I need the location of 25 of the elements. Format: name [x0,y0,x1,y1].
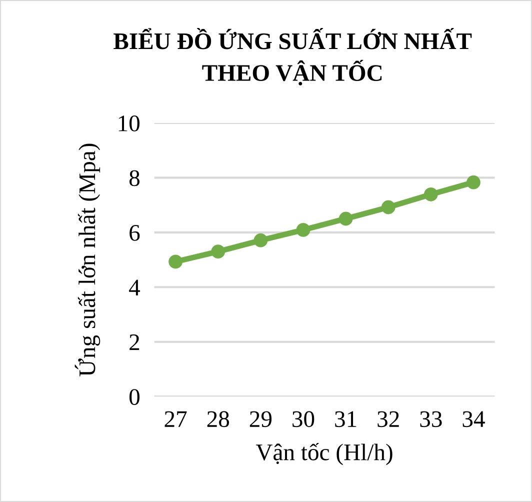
y-tick-label: 4 [129,280,140,296]
y-tick-label: 2 [130,334,140,350]
x-tick-label: 33 [420,411,442,428]
y-tick-label: 8 [129,170,140,186]
y-tick-label: 6 [130,224,140,241]
point [338,212,353,226]
x-axis-title: Vận tốc (Hl/h) [256,442,392,466]
point [296,223,310,237]
point [381,200,396,214]
y-tick-label: 0 [129,389,140,406]
x-tick-label: 28 [207,411,230,428]
point [466,175,480,190]
x-tick-label: 30 [292,411,314,428]
y-axis-title: Ứng suất lớn nhất (Mpa) [74,144,100,376]
x-tick-label: 32 [378,411,399,428]
point [424,187,438,202]
x-tick-label: 31 [335,411,356,428]
x-tick-label: 34 [462,411,485,428]
x-tick-label: 27 [164,411,187,427]
point [254,233,268,248]
point [168,254,183,269]
y-tick-label: 10 [118,115,140,132]
chart-title: BIỂU ĐỒ ỨNG SUẤT LỚN NHẤT THEO VẬN TỐC [114,28,472,86]
x-tick-label: 29 [250,411,272,428]
point [211,244,226,259]
